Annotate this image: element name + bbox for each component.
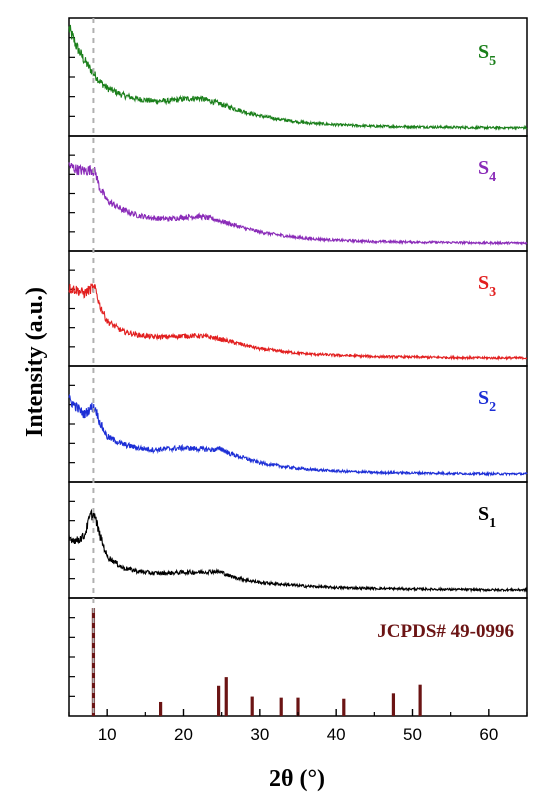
series-label-s5: S5: [478, 41, 496, 69]
series-label-s2: S2: [478, 387, 496, 415]
x-axis-ticks: 10 20 30 40 50 60: [68, 709, 528, 744]
series-label-s4: S4: [478, 157, 496, 185]
x-tick-label: 40: [327, 725, 346, 744]
panel-frame-3: [68, 250, 528, 367]
reference-peak: [217, 685, 221, 716]
series-line-s1: [68, 508, 528, 593]
series-line-s4: [68, 162, 528, 247]
reference-peak: [418, 684, 422, 716]
series-line-s3: [68, 283, 528, 361]
y-axis-title: Intensity (a.u.): [22, 287, 48, 437]
panel-frame-2: [68, 365, 528, 483]
reference-label: JCPDS# 49-0996: [377, 621, 514, 642]
panel-frame-4: [68, 135, 528, 252]
x-tick-label: 30: [250, 725, 269, 744]
x-tick-label: 10: [98, 725, 117, 744]
reference-peak: [391, 693, 396, 716]
reference-peak: [342, 698, 346, 716]
panel-frame-5: [68, 17, 528, 137]
panel-frame-1: [68, 481, 528, 599]
x-tick-label: 20: [174, 725, 193, 744]
reference-peak: [224, 677, 228, 716]
series-line-s2: [68, 393, 528, 477]
series-line-s5: [68, 24, 528, 131]
xrd-panels: S5 S4 S3 S2 S1 JCPDS# 49-0996: [68, 17, 528, 717]
reference-peak: [159, 701, 163, 716]
series-label-s3: S3: [478, 272, 496, 300]
series-label-s1: S1: [478, 503, 496, 531]
reference-peak: [279, 697, 283, 716]
x-axis-title: 2θ (°): [269, 766, 325, 792]
x-tick-label: 60: [479, 725, 498, 744]
reference-peak: [250, 696, 254, 716]
x-tick-label: 50: [403, 725, 422, 744]
reference-peak: [296, 697, 300, 716]
